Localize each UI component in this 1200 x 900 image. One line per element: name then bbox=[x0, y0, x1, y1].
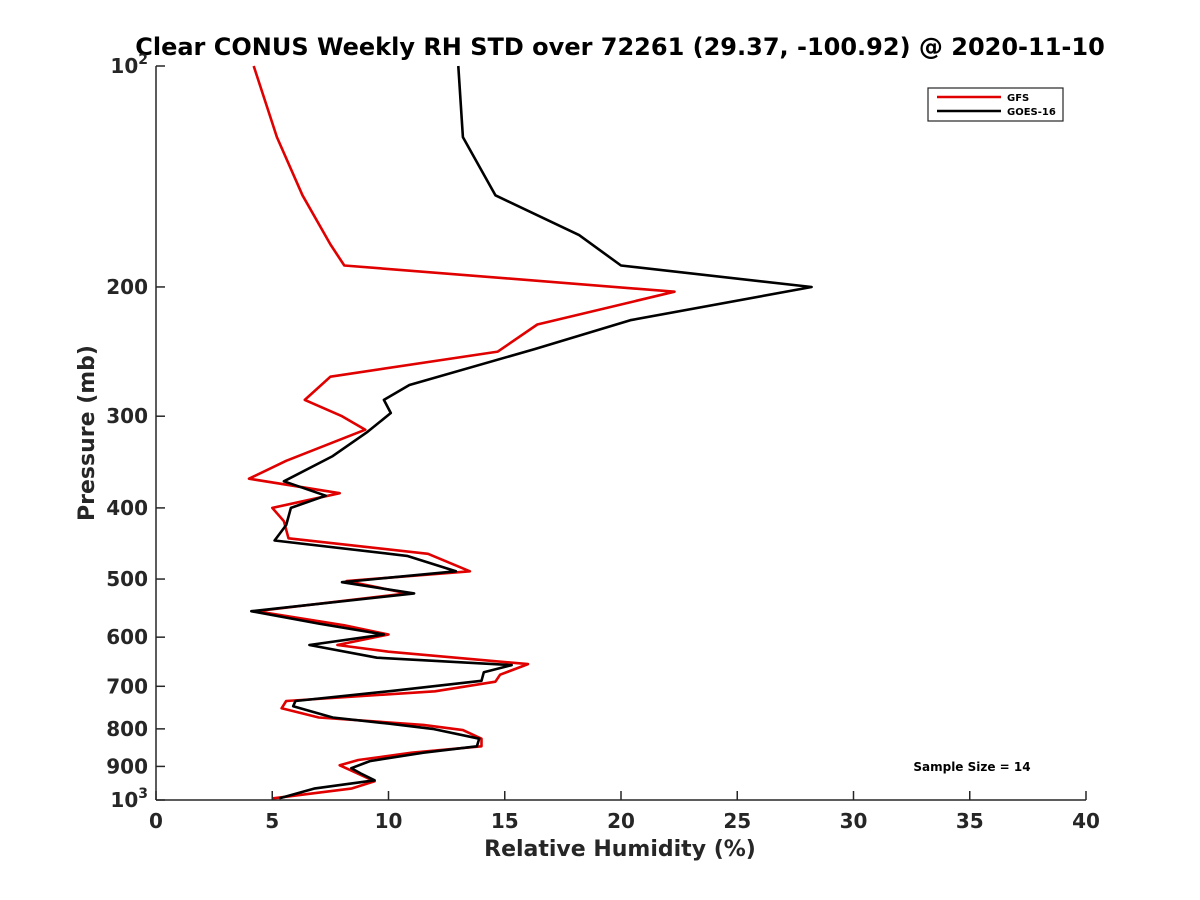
sample-size-annotation: Sample Size = 14 bbox=[913, 760, 1030, 774]
chart-title: Clear CONUS Weekly RH STD over 72261 (29… bbox=[135, 33, 1105, 61]
y-tick-label: 400 bbox=[106, 496, 148, 520]
series-line-gfs bbox=[247, 65, 676, 800]
y-tick-label: 200 bbox=[106, 275, 148, 299]
legend-label: GFS bbox=[1007, 93, 1029, 104]
legend: GFS GOES-16 bbox=[927, 87, 1064, 122]
plot-area bbox=[247, 65, 813, 800]
legend-box bbox=[927, 87, 1064, 122]
x-axis-label: Relative Humidity (%) bbox=[484, 837, 756, 862]
x-tick-label: 5 bbox=[265, 809, 279, 833]
x-tick-label: 25 bbox=[723, 809, 751, 833]
x-tick-label: 35 bbox=[956, 809, 984, 833]
y-tick-label: 700 bbox=[106, 674, 148, 698]
y-tick-label: 300 bbox=[106, 404, 148, 428]
x-tick-label: 40 bbox=[1072, 809, 1100, 833]
y-axis-label: Pressure (mb) bbox=[75, 345, 100, 521]
x-tick-label: 0 bbox=[149, 809, 163, 833]
series-line-goes-16 bbox=[250, 65, 813, 800]
x-tick-label: 20 bbox=[607, 809, 635, 833]
y-tick-label: 102 bbox=[110, 52, 148, 78]
x-tick-label: 15 bbox=[491, 809, 519, 833]
legend-label: GOES-16 bbox=[1007, 107, 1056, 118]
y-tick-label: 900 bbox=[106, 754, 148, 778]
y-tick-label: 500 bbox=[106, 567, 148, 591]
x-tick-label: 30 bbox=[840, 809, 868, 833]
y-tick-label: 103 bbox=[110, 786, 148, 812]
y-tick-label: 800 bbox=[106, 717, 148, 741]
axes: 0 5 10 15 20 25 30 35 40 102 200 300 400 500 600 700 800… bbox=[106, 52, 1100, 833]
x-tick-label: 10 bbox=[375, 809, 403, 833]
y-tick-label: 600 bbox=[106, 625, 148, 649]
